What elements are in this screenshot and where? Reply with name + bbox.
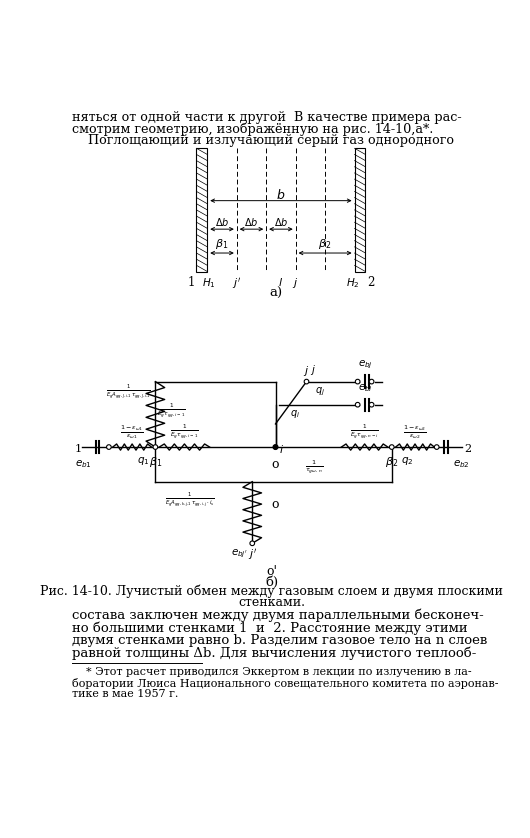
Text: $j'$: $j'$ (248, 547, 257, 562)
Text: $\beta_1$: $\beta_1$ (149, 455, 162, 468)
Text: а): а) (269, 287, 282, 300)
Circle shape (355, 402, 360, 407)
Circle shape (107, 445, 111, 449)
Text: $\beta_2$: $\beta_2$ (385, 455, 399, 468)
Text: $q_2$: $q_2$ (401, 455, 413, 467)
Text: $i$: $i$ (279, 442, 284, 454)
Text: о': о' (266, 565, 277, 578)
Text: 2: 2 (465, 443, 472, 453)
Text: Рис. 14-10. Лучистый обмен между газовым слоем и двумя плоскими: Рис. 14-10. Лучистый обмен между газовым… (40, 584, 503, 597)
Text: $j$: $j$ (293, 276, 299, 290)
Text: $\Delta b$: $\Delta b$ (215, 215, 229, 228)
Text: $e_{bj'}$: $e_{bj'}$ (232, 547, 249, 560)
Text: $\beta_1$: $\beta_1$ (215, 237, 229, 251)
Text: но большими стенками 1  и  2. Расстояние между этими: но большими стенками 1 и 2. Расстояние м… (73, 622, 468, 635)
Text: $b$: $b$ (276, 189, 286, 202)
Text: $q_j$: $q_j$ (315, 385, 325, 398)
Text: $\frac{1}{E_g A_{gg,\,k\text{-}j\text{-}1}\,\tau_{gg,\,i\text{-}j}\cdot i_s}$: $\frac{1}{E_g A_{gg,\,k\text{-}j\text{-}… (165, 491, 215, 510)
Text: 1: 1 (188, 276, 195, 289)
Text: o: o (272, 458, 279, 470)
Text: $H_1$: $H_1$ (202, 276, 216, 290)
Circle shape (355, 380, 360, 384)
Text: $\frac{1}{E_g\tau_{gg,\,i-1}}$: $\frac{1}{E_g\tau_{gg,\,i-1}}$ (157, 401, 186, 420)
Text: стенками.: стенками. (238, 596, 305, 608)
Text: боратории Люиса Национального совещательного комитета по аэронав-: боратории Люиса Национального совещатель… (73, 678, 499, 689)
Text: $H_2$: $H_2$ (346, 276, 360, 290)
Text: состава заключен между двумя параллельными бесконеч-: состава заключен между двумя параллельны… (73, 608, 484, 623)
Text: $\frac{1-\varepsilon_{\omega 1}}{\varepsilon_{\omega 1}}$: $\frac{1-\varepsilon_{\omega 1}}{\vareps… (120, 423, 144, 441)
Text: 1: 1 (75, 443, 82, 453)
Circle shape (250, 541, 254, 546)
Text: $\beta_2$: $\beta_2$ (319, 237, 332, 251)
Text: тике в мае 1957 г.: тике в мае 1957 г. (73, 689, 179, 699)
Text: $\frac{1}{\tau_{g\omega,\,n}}$: $\frac{1}{\tau_{g\omega,\,n}}$ (305, 458, 323, 475)
Text: $q_1$: $q_1$ (137, 455, 150, 467)
Text: няться от одной части к другой  В качестве примера рас-: няться от одной части к другой В качеств… (73, 111, 462, 124)
Circle shape (435, 445, 439, 449)
Text: $j'$: $j'$ (232, 276, 241, 291)
Text: $e_{b1}$: $e_{b1}$ (75, 458, 92, 469)
Text: $\frac{1}{E_g\tau_{gg,\,n-i}}$: $\frac{1}{E_g\tau_{gg,\,n-i}}$ (350, 422, 379, 441)
Text: равной толщины Δb. Для вычисления лучистого теплооб-: равной толщины Δb. Для вычисления лучист… (73, 647, 477, 660)
Circle shape (390, 445, 394, 449)
Text: б): б) (265, 576, 278, 588)
Text: $e_{bj}$: $e_{bj}$ (358, 359, 373, 371)
Text: $\frac{1-\varepsilon_{\omega 2}}{\varepsilon_{\omega 2}}$: $\frac{1-\varepsilon_{\omega 2}}{\vareps… (403, 423, 427, 441)
Bar (197, 148, 207, 272)
Circle shape (369, 380, 374, 384)
Text: двумя стенками равно b. Разделим газовое тело на n слоев: двумя стенками равно b. Разделим газовое… (73, 634, 488, 647)
Text: смотрим геометрию, изображённую на рис. 14-10,а*.: смотрим геометрию, изображённую на рис. … (73, 123, 434, 137)
Text: * Этот расчет приводился Эккертом в лекции по излучению в ла-: * Этот расчет приводился Эккертом в лекц… (73, 667, 472, 677)
Text: $\frac{1}{E_g A_{gg,\,J\text{-}i\text{-}1}\,\tau_{gg,\,J\text{-}i\text{-}1}}$: $\frac{1}{E_g A_{gg,\,J\text{-}i\text{-}… (106, 383, 151, 401)
Bar (355, 148, 365, 272)
Text: $\frac{1}{E_g\tau_{gg,\,i-1}}$: $\frac{1}{E_g\tau_{gg,\,i-1}}$ (170, 422, 199, 441)
Text: $e_{b2}$: $e_{b2}$ (453, 458, 470, 469)
Text: $j$: $j$ (303, 364, 310, 378)
Text: $\Delta b$: $\Delta b$ (244, 215, 259, 228)
Text: o: o (272, 499, 279, 511)
Text: $j$: $j$ (310, 363, 316, 377)
Text: $\Delta b$: $\Delta b$ (273, 215, 288, 228)
Text: Поглощающий и излучающий серый газ однородного: Поглощающий и излучающий серый газ однор… (73, 134, 454, 147)
Circle shape (153, 445, 158, 449)
Text: 2: 2 (367, 276, 374, 289)
Text: $e_{bi}$: $e_{bi}$ (358, 382, 373, 394)
Circle shape (369, 402, 374, 407)
Circle shape (304, 380, 309, 384)
Circle shape (273, 445, 278, 449)
Text: $q_i$: $q_i$ (290, 408, 300, 420)
Text: $l$: $l$ (278, 276, 284, 288)
